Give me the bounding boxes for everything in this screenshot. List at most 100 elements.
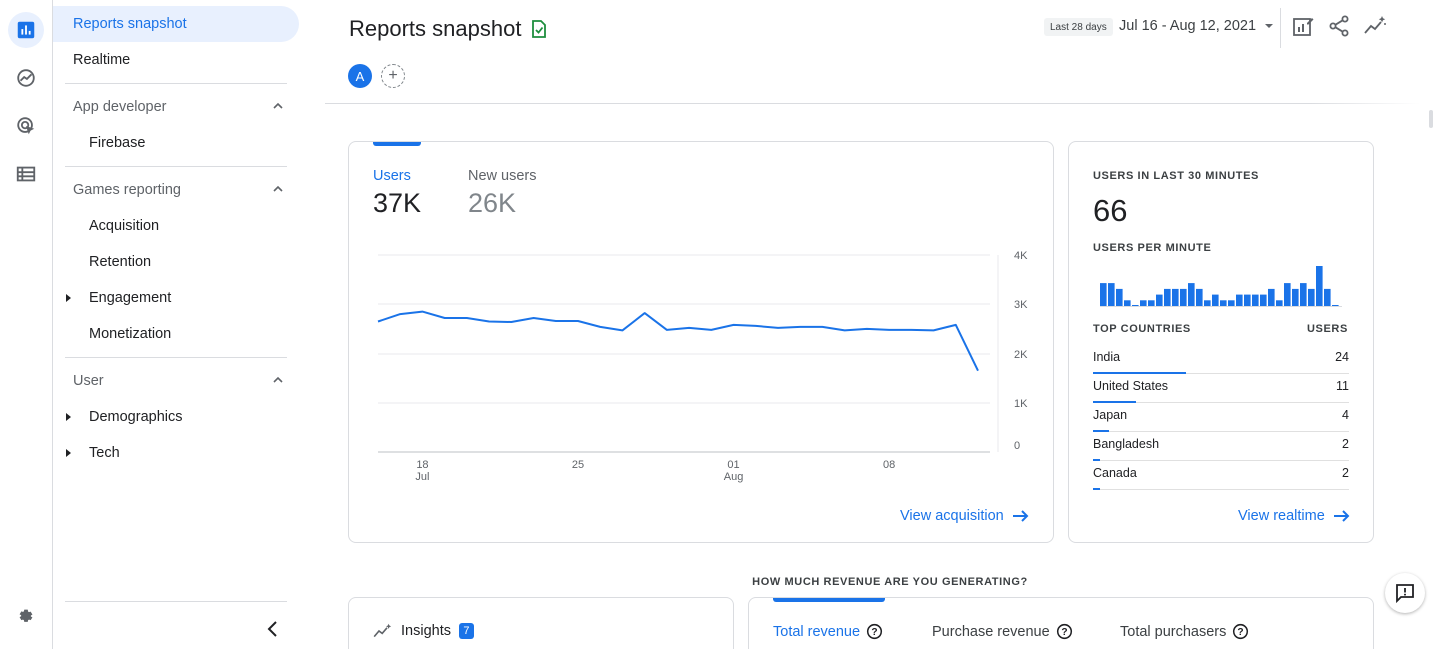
- nav-section-games-reporting[interactable]: Games reporting: [53, 172, 299, 208]
- nav-monetization[interactable]: Monetization: [89, 326, 172, 342]
- nav-acquisition[interactable]: Acquisition: [89, 218, 160, 234]
- svg-text:?: ?: [1238, 627, 1244, 638]
- nav-demographics[interactable]: Demographics: [89, 409, 183, 425]
- expand-arrow-icon[interactable]: [66, 449, 71, 457]
- nav-firebase[interactable]: Firebase: [89, 135, 146, 151]
- nav-reports-snapshot[interactable]: Reports snapshot: [53, 6, 299, 42]
- top-countries-label: TOP COUNTRIES: [1093, 323, 1191, 335]
- nav-tech[interactable]: Tech: [89, 445, 120, 461]
- section-label: Games reporting: [73, 182, 181, 198]
- section-label: User: [73, 373, 104, 389]
- nav-realtime[interactable]: Realtime: [73, 52, 131, 68]
- minute-bar: [1180, 288, 1187, 306]
- insights-header[interactable]: Insights 7: [373, 623, 474, 639]
- revenue-question-heading: HOW MUCH REVENUE ARE YOU GENERATING?: [752, 576, 1028, 588]
- view-acquisition-link[interactable]: View acquisition: [900, 508, 1030, 524]
- configure-icon[interactable]: [8, 156, 44, 192]
- nav-divider: [65, 601, 287, 602]
- country-row: United States 11: [1093, 374, 1349, 403]
- country-row: India 24: [1093, 345, 1349, 374]
- minute-bar: [1156, 294, 1163, 306]
- new-users-tab-label[interactable]: New users: [468, 168, 537, 184]
- minute-bar: [1332, 305, 1339, 306]
- country-users-value: 2: [1342, 437, 1349, 451]
- total-purchasers-label: Total purchasers: [1120, 623, 1227, 640]
- explore-icon[interactable]: [8, 60, 44, 96]
- new-users-value: 26K: [468, 188, 517, 218]
- minute-bar: [1196, 288, 1203, 306]
- help-icon[interactable]: ?: [1056, 623, 1073, 640]
- nav-section-user[interactable]: User: [53, 363, 299, 399]
- country-users-value: 24: [1335, 350, 1349, 364]
- nav-engagement[interactable]: Engagement: [89, 290, 172, 306]
- users-tab-label[interactable]: Users: [373, 168, 411, 184]
- advertising-icon[interactable]: [8, 108, 44, 144]
- users-column-label: USERS: [1307, 323, 1348, 335]
- minute-bar: [1300, 283, 1307, 306]
- purchase-revenue-tab[interactable]: Purchase revenue ?: [932, 623, 1073, 640]
- collapse-chevron-icon[interactable]: [263, 619, 283, 639]
- country-users-value: 11: [1336, 379, 1349, 393]
- nav-divider: [65, 83, 287, 84]
- country-name: Japan: [1093, 408, 1128, 422]
- plus-icon: +: [388, 67, 398, 84]
- nav-retention[interactable]: Retention: [89, 254, 152, 270]
- x-tick-day: 08: [883, 459, 895, 471]
- y-tick-label: 4K: [1014, 250, 1028, 262]
- help-icon[interactable]: ?: [866, 623, 883, 640]
- y-tick-label: 2K: [1014, 349, 1028, 361]
- minute-bar: [1172, 288, 1179, 306]
- total-purchasers-tab[interactable]: Total purchasers ?: [1120, 623, 1249, 640]
- minute-bar: [1276, 300, 1283, 306]
- customize-report-icon[interactable]: [1291, 14, 1315, 38]
- nav-section-app-developer[interactable]: App developer: [53, 89, 299, 125]
- country-users-value: 2: [1342, 466, 1349, 480]
- users-value: 37K: [373, 188, 422, 218]
- country-name: United States: [1093, 379, 1169, 393]
- country-share-bar: [1093, 459, 1101, 461]
- minute-bar: [1244, 294, 1251, 306]
- users-30-label: USERS IN LAST 30 MINUTES: [1093, 170, 1259, 182]
- total-revenue-label: Total revenue: [773, 623, 861, 640]
- users-series-line: [377, 310, 979, 372]
- y-tick-label: 3K: [1014, 299, 1028, 311]
- scrollbar-thumb[interactable]: [1429, 110, 1433, 128]
- minute-bar: [1308, 288, 1315, 306]
- country-share-bar: [1093, 430, 1109, 432]
- add-comparison-button[interactable]: +: [381, 64, 405, 88]
- chevron-up-icon: [273, 376, 283, 383]
- country-share-bar: [1093, 372, 1186, 374]
- nav-divider: [65, 357, 287, 358]
- purchase-revenue-label: Purchase revenue: [932, 623, 1050, 640]
- minute-bar: [1236, 294, 1243, 306]
- expand-arrow-icon[interactable]: [66, 413, 71, 421]
- verified-check-icon[interactable]: [529, 19, 549, 39]
- section-label: App developer: [73, 99, 167, 115]
- country-name: Canada: [1093, 466, 1137, 480]
- dropdown-arrow-icon: [1265, 24, 1274, 28]
- x-tick-day: 18: [416, 459, 428, 471]
- minute-bar: [1100, 283, 1107, 306]
- share-icon[interactable]: [1327, 14, 1351, 38]
- users-per-minute-label: USERS PER MINUTE: [1093, 242, 1212, 254]
- arrow-right-icon: [1333, 510, 1350, 522]
- country-row: Bangladesh 2: [1093, 432, 1349, 461]
- view-realtime-link[interactable]: View realtime: [1238, 508, 1351, 524]
- feedback-button[interactable]: [1385, 573, 1425, 613]
- icon-rail: [0, 0, 53, 649]
- minute-bar: [1132, 305, 1139, 306]
- help-icon[interactable]: ?: [1232, 623, 1249, 640]
- date-range-text: Jul 16 - Aug 12, 2021: [1119, 18, 1257, 34]
- view-realtime-text: View realtime: [1238, 508, 1325, 524]
- date-range-picker[interactable]: Jul 16 - Aug 12, 2021: [1119, 18, 1274, 34]
- page-title-text: Reports snapshot: [349, 16, 522, 41]
- insights-label: Insights: [401, 623, 451, 639]
- minute-bar: [1316, 266, 1323, 306]
- insights-icon[interactable]: [1363, 14, 1387, 38]
- country-users-value: 4: [1342, 408, 1349, 422]
- expand-arrow-icon[interactable]: [66, 294, 71, 302]
- comparison-avatar[interactable]: A: [348, 64, 372, 88]
- total-revenue-tab[interactable]: Total revenue ?: [773, 623, 883, 640]
- reports-icon[interactable]: [8, 12, 44, 48]
- gear-icon[interactable]: [8, 598, 44, 634]
